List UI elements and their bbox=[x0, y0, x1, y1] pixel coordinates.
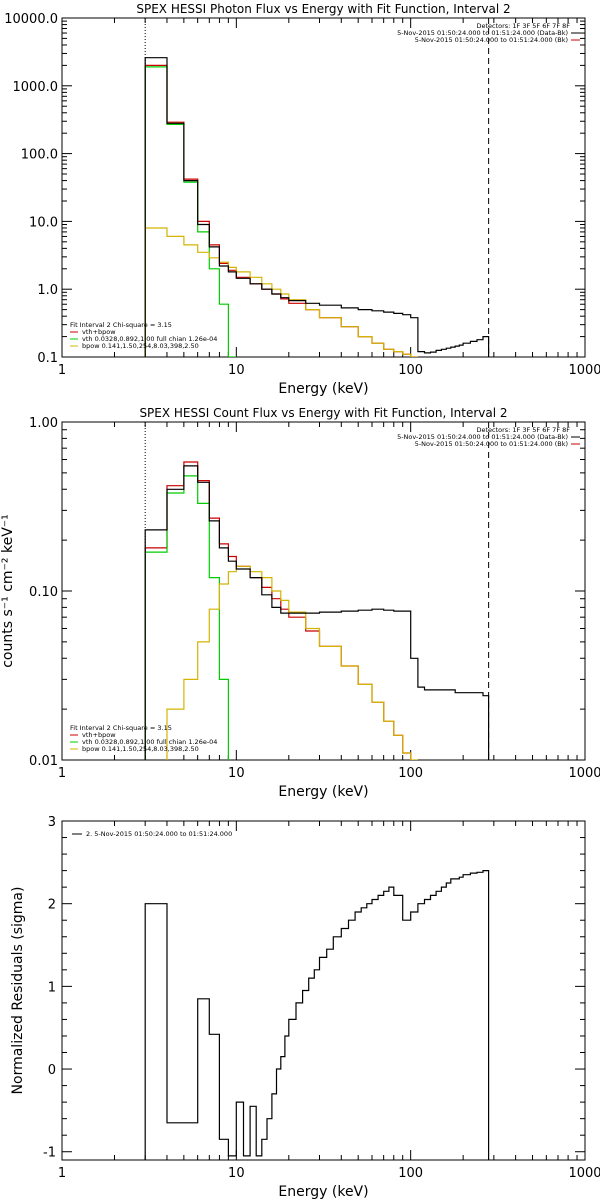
photon-flux-panel: 1 10 100 1000 Energy (keV) 0.1 1.0 10.0 100.0 100… bbox=[4, 2, 600, 397]
series-data-line bbox=[144, 465, 490, 760]
header-line: 5-Nov-2015 01:50:24.000 to 01:51:24.000 … bbox=[397, 29, 568, 37]
y-tick-label: 1 bbox=[48, 980, 56, 995]
series-vth-line bbox=[144, 66, 237, 357]
legend-entry: Fit Interval 2 Chi-square = 3.15 bbox=[70, 321, 172, 329]
header-line: 5-Nov-2015 01:50:24.000 to 01:51:24.000 … bbox=[397, 433, 568, 441]
x-tick-label: 1000 bbox=[568, 766, 600, 781]
plot-frame bbox=[61, 820, 586, 1161]
y-tick-label: 10000.0 bbox=[4, 12, 58, 27]
legend-entry: bpow 0.141,1.50,254,8.03,398,2.50 bbox=[82, 745, 199, 753]
x-tick-label: 10 bbox=[228, 766, 245, 781]
y-tick-label: 0.10 bbox=[29, 585, 58, 600]
y-tick-label: 1.00 bbox=[29, 416, 58, 431]
y-axis-label: counts s⁻¹ cm⁻² keV⁻¹ bbox=[0, 514, 16, 668]
y-tick-label: 10.0 bbox=[29, 215, 58, 230]
series-vth-bpow-line bbox=[144, 64, 418, 357]
series-residuals-line bbox=[144, 870, 490, 1160]
legend-entry: vth 0.0328,0.892,1.00 full chian 1.26e-0… bbox=[82, 335, 217, 343]
x-tick-label: 1 bbox=[58, 363, 66, 378]
legend-entry: vth+bpow bbox=[82, 328, 116, 336]
x-axis-label: Energy (keV) bbox=[278, 784, 368, 800]
x-tick-label: 100 bbox=[398, 363, 423, 378]
series-vth-bpow-line bbox=[144, 461, 412, 760]
y-tick-label: 2 bbox=[48, 898, 56, 913]
y-tick-label: 100.0 bbox=[21, 148, 58, 163]
header-line: 5-Nov-2015 01:50:24.000 to 01:51:24.000 … bbox=[415, 440, 568, 448]
legend-entry: vth 0.0328,0.892,1.00 full chian 1.26e-0… bbox=[82, 738, 217, 746]
legend-entry: vth+bpow bbox=[82, 731, 116, 739]
y-tick-label: 0 bbox=[48, 1063, 56, 1078]
legend-entry: Fit Interval 2 Chi-square = 3.15 bbox=[70, 724, 172, 732]
x-tick-label: 1 bbox=[58, 1166, 66, 1181]
plot-frame bbox=[61, 17, 586, 358]
x-tick-label: 1 bbox=[58, 766, 66, 781]
y-tick-label: 0.1 bbox=[37, 351, 58, 366]
chart-title: SPEX HESSI Photon Flux vs Energy with Fi… bbox=[136, 2, 510, 16]
series-data-line bbox=[144, 57, 490, 357]
series-bpow-line bbox=[144, 227, 418, 357]
header-line: Detectors: 1F 3F 5F 6F 7F 8F bbox=[476, 22, 570, 30]
x-tick-label: 10 bbox=[228, 1166, 245, 1181]
y-tick-label: 3 bbox=[48, 815, 56, 830]
legend-entry: bpow 0.141,1.50,254,8.03,398,2.50 bbox=[82, 342, 199, 350]
x-axis-label: Energy (keV) bbox=[278, 1184, 368, 1200]
x-tick-label: 100 bbox=[398, 1166, 423, 1181]
legend-entry: 2. 5-Nov-2015 01:50:24.000 to 01:51:24.0… bbox=[86, 830, 232, 838]
count-flux-panel: 1 10 100 1000 Energy (keV) 0.01 0.10 1.00 counts… bbox=[0, 406, 600, 800]
series-bpow-line bbox=[166, 565, 418, 760]
x-tick-label: 100 bbox=[398, 766, 423, 781]
x-tick-label: 10 bbox=[228, 363, 245, 378]
x-axis-label: Energy (keV) bbox=[278, 381, 368, 397]
series-vth-line bbox=[144, 475, 229, 760]
header-line: 5-Nov-2015 01:50:24.000 to 01:51:24.000 … bbox=[415, 36, 568, 44]
residuals-panel: 1 10 100 1000 Energy (keV) -1 0 1 2 3 Normalized R… bbox=[10, 815, 600, 1200]
plot-frame bbox=[61, 421, 586, 761]
x-tick-label: 1000 bbox=[568, 363, 600, 378]
chart-title: SPEX HESSI Count Flux vs Energy with Fit… bbox=[139, 406, 507, 420]
y-axis-label: Normalized Residuals (sigma) bbox=[10, 887, 26, 1095]
header-line: Detectors: 1F 3F 5F 6F 7F 8F bbox=[476, 426, 570, 434]
y-tick-label: 0.01 bbox=[29, 754, 58, 769]
x-tick-label: 1000 bbox=[568, 1166, 600, 1181]
y-tick-label: -1 bbox=[43, 1146, 56, 1161]
y-tick-label: 1.0 bbox=[37, 283, 58, 298]
y-tick-label: 1000.0 bbox=[13, 80, 59, 95]
